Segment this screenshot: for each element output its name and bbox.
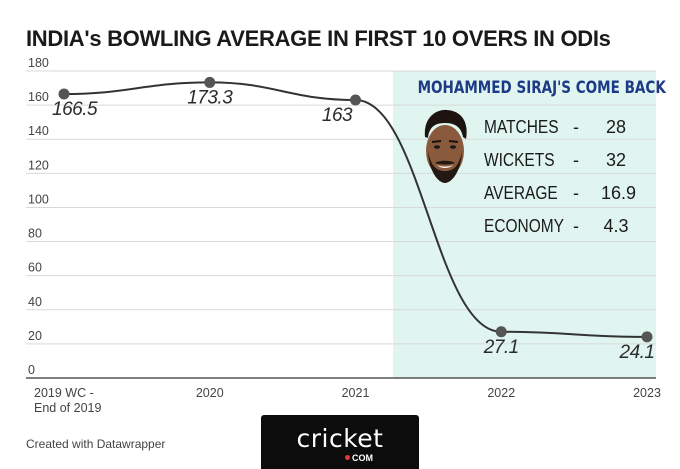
stat-label: MATCHES [484,117,559,137]
data-label: 166.5 [52,99,98,120]
data-label: 27.1 [483,337,519,358]
y-tick-label: 20 [28,329,42,343]
y-axis-ticks: 0 20 40 60 80 100 120 140 160 180 [28,56,49,377]
stat-dash: - [573,216,579,236]
dot-icon [345,455,350,460]
x-axis-ticks: 2019 WC -End of 2019 2020 2021 2022 2023 [34,386,661,415]
y-tick-label: 0 [28,363,35,377]
footer-note: Created with Datawrapper [26,437,166,451]
data-point [495,326,507,338]
data-point [58,88,70,100]
stats-list: MATCHES - 28 WICKETS - 32 AVERAGE - 16.9… [484,113,644,245]
stat-value: 4.3 [603,216,629,236]
data-label: 173.3 [187,87,233,108]
stat-matches: MATCHES - 28 [484,113,644,146]
stat-label: WICKETS [484,150,555,170]
stat-value: 32 [605,150,627,170]
stat-label: ECONOMY [484,216,564,236]
x-tick-label: 2021 [342,386,370,400]
y-tick-label: 120 [28,158,49,172]
data-points [58,76,653,343]
data-labels: 166.5 173.3 163 27.1 24.1 [52,87,655,363]
data-point [641,331,653,343]
y-tick-label: 100 [28,192,49,206]
data-label: 163 [322,105,353,126]
y-tick-label: 40 [28,295,42,309]
x-tick-label: 2022 [487,386,515,400]
x-tick-label: 2019 WC - [34,386,94,400]
y-tick-label: 160 [28,90,49,104]
stat-label: AVERAGE [484,183,558,203]
data-point [204,76,216,88]
stat-economy: ECONOMY - 4.3 [484,212,644,245]
stat-value: 16.9 [601,183,637,203]
series-line [63,81,648,338]
y-tick-label: 80 [28,227,42,241]
logo-sub-text: COM [352,453,373,463]
data-label: 24.1 [619,342,655,363]
data-point [350,94,361,106]
stat-wickets: WICKETS - 32 [484,146,644,179]
stat-value: 28 [605,117,627,137]
logo-sub: COM [345,453,373,463]
stat-dash: - [573,150,579,170]
player-avatar [424,109,467,183]
x-tick-label: 2020 [196,386,224,400]
panel-title: MOHAMMED SIRAJ'S COME BACK [417,78,666,97]
y-tick-label: 60 [28,261,42,275]
y-tick-label: 140 [28,124,49,138]
cricket-logo: cricket COM [261,415,419,469]
stat-dash: - [573,183,579,203]
stat-average: AVERAGE - 16.9 [484,179,644,212]
y-tick-label: 180 [28,56,49,70]
stat-dash: - [573,117,579,137]
x-tick-label: 2023 [633,386,661,400]
chart-title: INDIA's BOWLING AVERAGE IN FIRST 10 OVER… [26,26,611,51]
x-tick-label: End of 2019 [34,401,101,415]
grid-lines [26,70,656,379]
logo-text: cricket [296,424,384,453]
